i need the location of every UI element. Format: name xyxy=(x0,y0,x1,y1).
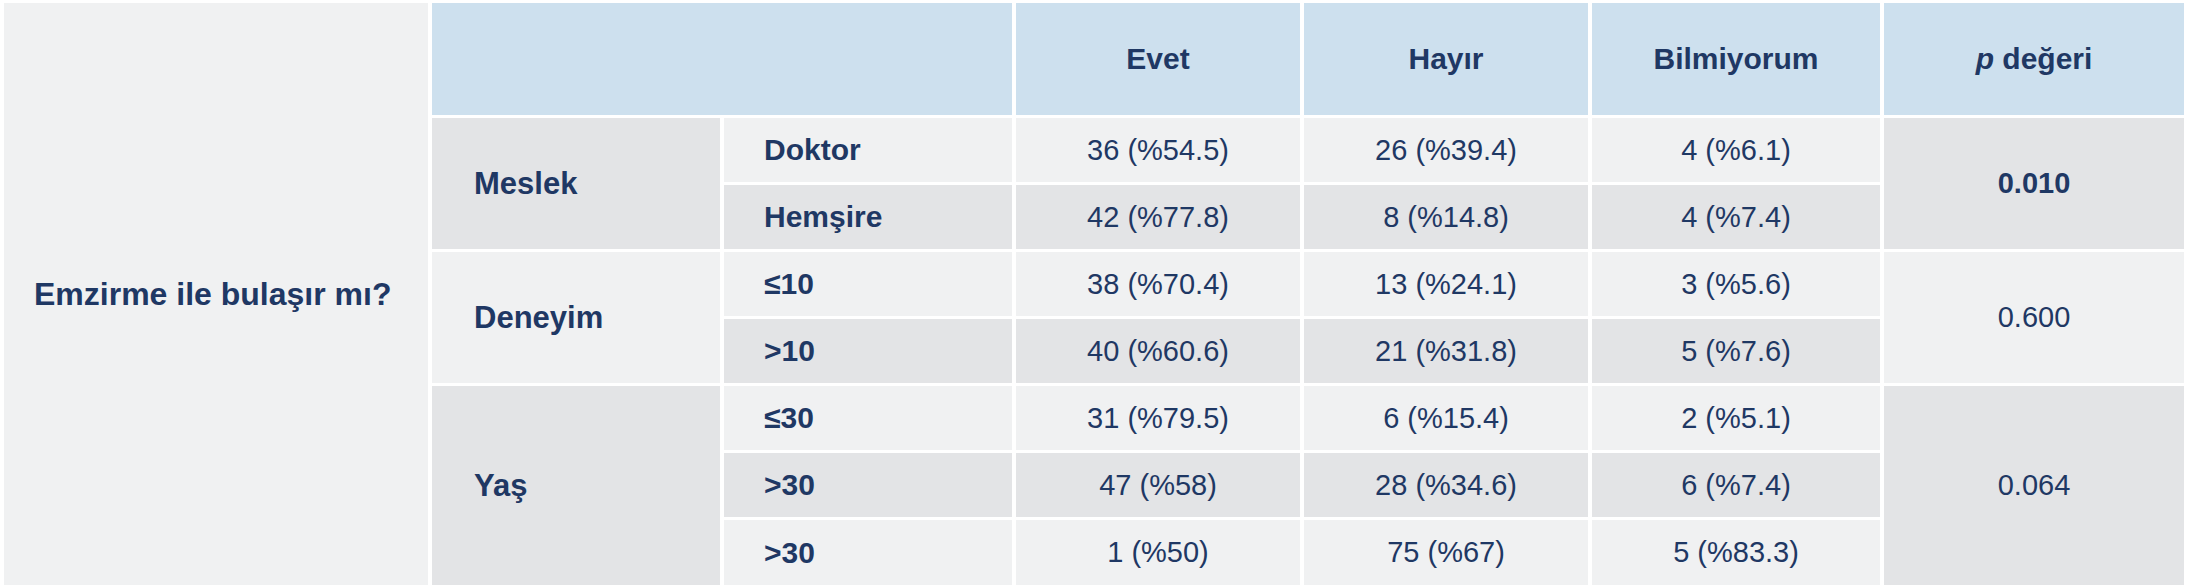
group-label-meslek: Meslek xyxy=(432,118,720,249)
p-symbol: p xyxy=(1976,42,1994,75)
row-label-yas-le30: ≤30 xyxy=(724,386,1012,450)
value-cell-gt30b-bilmiyorum: 5 (%83.3) xyxy=(1592,520,1880,585)
value-cell-le10-evet: 38 (%70.4) xyxy=(1016,252,1300,316)
header-spacer-cell xyxy=(432,3,1012,115)
value-cell-le10-bilmiyorum: 3 (%5.6) xyxy=(1592,252,1880,316)
value-cell-le30-evet: 31 (%79.5) xyxy=(1016,386,1300,450)
row-label-deneyim-le10: ≤10 xyxy=(724,252,1012,316)
value-cell-gt30a-hayir: 28 (%34.6) xyxy=(1304,453,1588,517)
row-label-hemsire: Hemşire xyxy=(724,185,1012,249)
p-value-yas: 0.064 xyxy=(1884,386,2184,585)
question-label: Emzirme ile bulaşır mı? xyxy=(4,3,428,585)
value-cell-gt30a-bilmiyorum: 6 (%7.4) xyxy=(1592,453,1880,517)
value-cell-doktor-hayir: 26 (%39.4) xyxy=(1304,118,1588,182)
value-cell-hemsire-hayir: 8 (%14.8) xyxy=(1304,185,1588,249)
value-cell-le30-bilmiyorum: 2 (%5.1) xyxy=(1592,386,1880,450)
p-header-rest: değeri xyxy=(1994,42,2092,75)
column-header-p-degeri: p değeri xyxy=(1884,3,2184,115)
column-header-evet: Evet xyxy=(1016,3,1300,115)
value-cell-hemsire-bilmiyorum: 4 (%7.4) xyxy=(1592,185,1880,249)
table-figure: Emzirme ile bulaşır mı? Evet Hayır Bilmi… xyxy=(0,0,2188,588)
value-cell-gt30b-hayir: 75 (%67) xyxy=(1304,520,1588,585)
stats-table: Emzirme ile bulaşır mı? Evet Hayır Bilmi… xyxy=(0,0,2188,588)
row-label-yas-gt30-a: >30 xyxy=(724,453,1012,517)
group-label-deneyim: Deneyim xyxy=(432,252,720,383)
column-header-bilmiyorum: Bilmiyorum xyxy=(1592,3,1880,115)
value-cell-gt30a-evet: 47 (%58) xyxy=(1016,453,1300,517)
group-label-yas: Yaş xyxy=(432,386,720,585)
value-cell-gt10-bilmiyorum: 5 (%7.6) xyxy=(1592,319,1880,383)
value-cell-doktor-bilmiyorum: 4 (%6.1) xyxy=(1592,118,1880,182)
p-value-deneyim: 0.600 xyxy=(1884,252,2184,383)
column-header-hayir: Hayır xyxy=(1304,3,1588,115)
row-label-doktor: Doktor xyxy=(724,118,1012,182)
p-value-meslek: 0.010 xyxy=(1884,118,2184,249)
value-cell-le30-hayir: 6 (%15.4) xyxy=(1304,386,1588,450)
value-cell-le10-hayir: 13 (%24.1) xyxy=(1304,252,1588,316)
value-cell-doktor-evet: 36 (%54.5) xyxy=(1016,118,1300,182)
row-label-deneyim-gt10: >10 xyxy=(724,319,1012,383)
value-cell-gt10-hayir: 21 (%31.8) xyxy=(1304,319,1588,383)
value-cell-gt30b-evet: 1 (%50) xyxy=(1016,520,1300,585)
value-cell-gt10-evet: 40 (%60.6) xyxy=(1016,319,1300,383)
value-cell-hemsire-evet: 42 (%77.8) xyxy=(1016,185,1300,249)
row-label-yas-gt30-b: >30 xyxy=(724,520,1012,585)
